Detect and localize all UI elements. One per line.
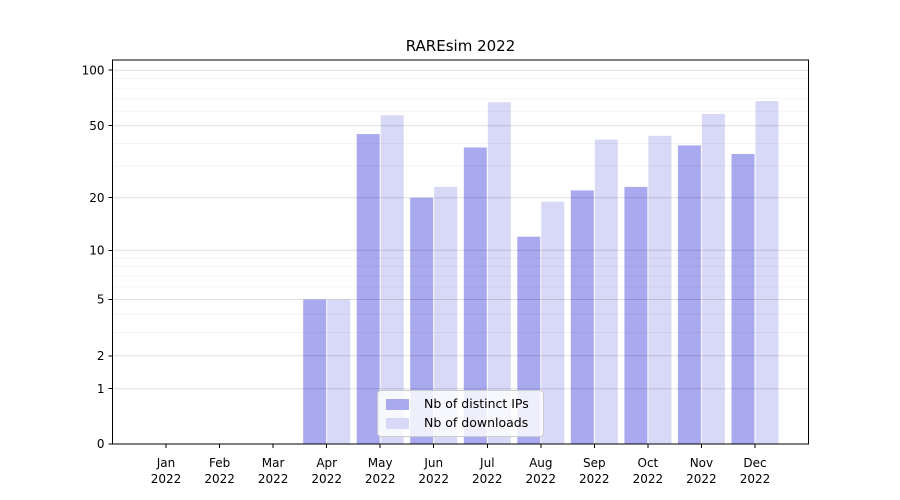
chart-title: RAREsim 2022: [406, 37, 516, 55]
bar-nb-of-downloads-may: [380, 115, 404, 444]
legend-item-downloads: Nb of downloads: [386, 415, 535, 431]
x-tick-label-aug: Aug: [529, 456, 552, 470]
x-tick-label-year-feb: 2022: [204, 472, 235, 486]
bar-nb-of-downloads-dec: [755, 101, 779, 444]
axes-frame: [112, 59, 809, 445]
legend: Nb of distinct IPs Nb of downloads: [377, 390, 544, 437]
bar-nb-of-distinct-ips-oct: [624, 186, 648, 444]
x-tick-label-jul: Jul: [479, 456, 494, 470]
x-tick-label-year-sep: 2022: [579, 472, 610, 486]
x-tick-label-year-jul: 2022: [472, 472, 503, 486]
bar-nb-of-downloads-sep: [594, 139, 618, 444]
x-tick-label-dec: Dec: [743, 456, 766, 470]
bar-nb-of-downloads-apr: [327, 299, 351, 444]
tick-labels-layer: 0 1 2 5 10 20 50 100 Jan 2022 Feb 2022 Mar 2022 Apr 202…: [82, 63, 771, 486]
x-tick-label-year-jun: 2022: [418, 472, 449, 486]
bar-nb-of-downloads-oct: [648, 135, 672, 445]
x-tick-label-year-nov: 2022: [686, 472, 717, 486]
bar-nb-of-distinct-ips-may: [356, 134, 380, 444]
x-tick-label-nov: Nov: [690, 456, 713, 470]
axes-layer: [112, 59, 809, 445]
x-tick-label-year-apr: 2022: [311, 472, 342, 486]
bar-nb-of-downloads-jul: [487, 102, 511, 445]
x-tick-label-feb: Feb: [209, 456, 230, 470]
legend-swatch-distinct-ips: [386, 398, 409, 410]
bar-nb-of-distinct-ips-jun: [410, 197, 434, 444]
bar-nb-of-distinct-ips-sep: [570, 190, 594, 444]
x-tick-label-sep: Sep: [583, 456, 606, 470]
y-tick-label-0: 0: [97, 437, 105, 451]
x-tick-label-mar: Mar: [262, 456, 285, 470]
major-gridlines-layer: [112, 69, 809, 390]
x-tick-label-year-may: 2022: [365, 472, 396, 486]
x-tick-label-jun: Jun: [423, 456, 443, 470]
x-tick-label-jan: Jan: [156, 456, 176, 470]
y-tick-label-5: 5: [97, 293, 105, 307]
y-tick-label-2: 2: [97, 349, 105, 363]
legend-item-distinct-ips: Nb of distinct IPs: [386, 396, 535, 412]
x-tick-label-apr: Apr: [316, 456, 337, 470]
bar-nb-of-distinct-ips-nov: [677, 145, 701, 444]
x-tick-label-year-aug: 2022: [526, 472, 557, 486]
bar-nb-of-downloads-aug: [541, 201, 565, 444]
x-tick-label-year-jan: 2022: [151, 472, 182, 486]
y-tick-label-100: 100: [82, 63, 105, 77]
y-tick-label-20: 20: [89, 191, 104, 205]
x-tick-label-oct: Oct: [638, 456, 659, 470]
bar-nb-of-distinct-ips-dec: [731, 154, 755, 444]
minor-gridlines-layer: [112, 78, 809, 333]
y-tick-label-1: 1: [97, 382, 105, 396]
y-tick-label-50: 50: [89, 119, 104, 133]
x-tick-label-year-oct: 2022: [633, 472, 664, 486]
bar-nb-of-distinct-ips-jul: [463, 147, 487, 444]
legend-label-downloads: Nb of downloads: [424, 415, 529, 430]
bar-nb-of-downloads-nov: [701, 113, 725, 445]
legend-label-distinct-ips: Nb of distinct IPs: [424, 396, 529, 411]
y-tick-label-10: 10: [89, 244, 104, 258]
bars-layer: [303, 101, 779, 445]
bar-nb-of-downloads-jun: [434, 186, 458, 444]
x-tick-label-year-dec: 2022: [740, 472, 771, 486]
tick-marks-layer: [108, 69, 756, 448]
legend-swatch-downloads: [386, 417, 409, 429]
bar-nb-of-distinct-ips-apr: [303, 299, 327, 444]
x-tick-label-year-mar: 2022: [258, 472, 289, 486]
x-tick-label-may: May: [368, 456, 393, 470]
